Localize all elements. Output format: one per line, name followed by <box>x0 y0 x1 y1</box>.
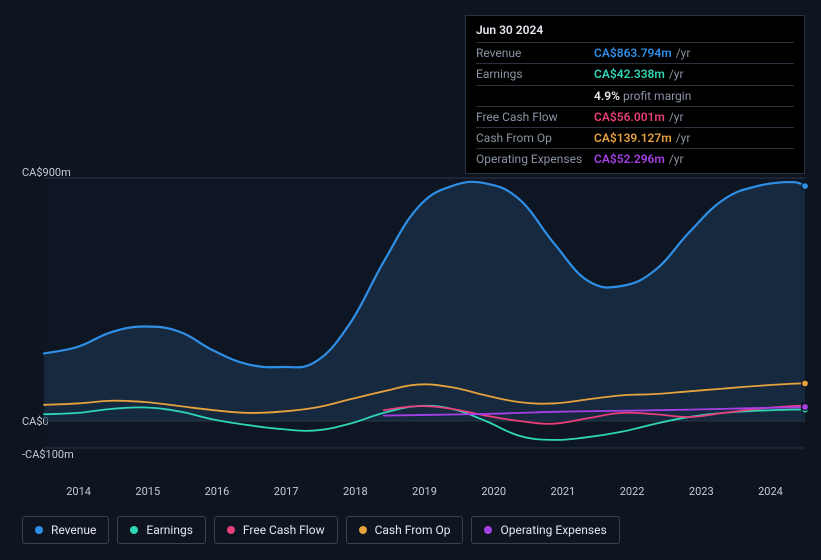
tooltip-row: RevenueCA$863.794m/yr <box>476 42 794 63</box>
chart-legend: Revenue Earnings Free Cash Flow Cash From O… <box>22 516 620 544</box>
x-axis-labels: 2014201520162017201820192020202120222023… <box>44 485 805 498</box>
x-tick-label: 2015 <box>113 485 182 498</box>
tooltip-row: Cash From OpCA$139.127m/yr <box>476 127 794 148</box>
tooltip-row: EarningsCA$42.338m/yr <box>476 63 794 84</box>
legend-swatch-icon <box>35 526 43 534</box>
legend-swatch-icon <box>359 526 367 534</box>
x-tick-label: 2017 <box>252 485 321 498</box>
x-tick-label: 2022 <box>598 485 667 498</box>
x-tick-label: 2024 <box>736 485 805 498</box>
x-tick-label: 2023 <box>667 485 736 498</box>
legend-earnings[interactable]: Earnings <box>117 516 206 544</box>
x-tick-label: 2019 <box>390 485 459 498</box>
financials-chart-panel: { "tooltip": { "x": 465, "y": 15, "width… <box>0 0 821 560</box>
legend-fcf[interactable]: Free Cash Flow <box>214 516 338 544</box>
x-tick-label: 2016 <box>182 485 251 498</box>
tooltip-date: Jun 30 2024 <box>476 22 794 38</box>
legend-swatch-icon <box>130 526 138 534</box>
legend-label: Operating Expenses <box>500 523 606 537</box>
x-tick-label: 2020 <box>459 485 528 498</box>
tooltip-subrow: 4.9% profit margin <box>476 85 794 106</box>
legend-opex[interactable]: Operating Expenses <box>471 516 619 544</box>
legend-swatch-icon <box>227 526 235 534</box>
tooltip-row: Free Cash FlowCA$56.001m/yr <box>476 106 794 127</box>
legend-cfo[interactable]: Cash From Op <box>346 516 464 544</box>
data-tooltip: Jun 30 2024 RevenueCA$863.794m/yrEarnings… <box>465 15 805 174</box>
legend-label: Free Cash Flow <box>243 523 325 537</box>
legend-swatch-icon <box>484 526 492 534</box>
x-tick-label: 2014 <box>44 485 113 498</box>
legend-label: Cash From Op <box>375 523 451 537</box>
legend-label: Revenue <box>51 523 96 537</box>
legend-label: Earnings <box>146 523 193 537</box>
x-tick-label: 2018 <box>321 485 390 498</box>
legend-revenue[interactable]: Revenue <box>22 516 109 544</box>
x-tick-label: 2021 <box>528 485 597 498</box>
tooltip-row: Operating ExpensesCA$52.296m/yr <box>476 148 794 169</box>
